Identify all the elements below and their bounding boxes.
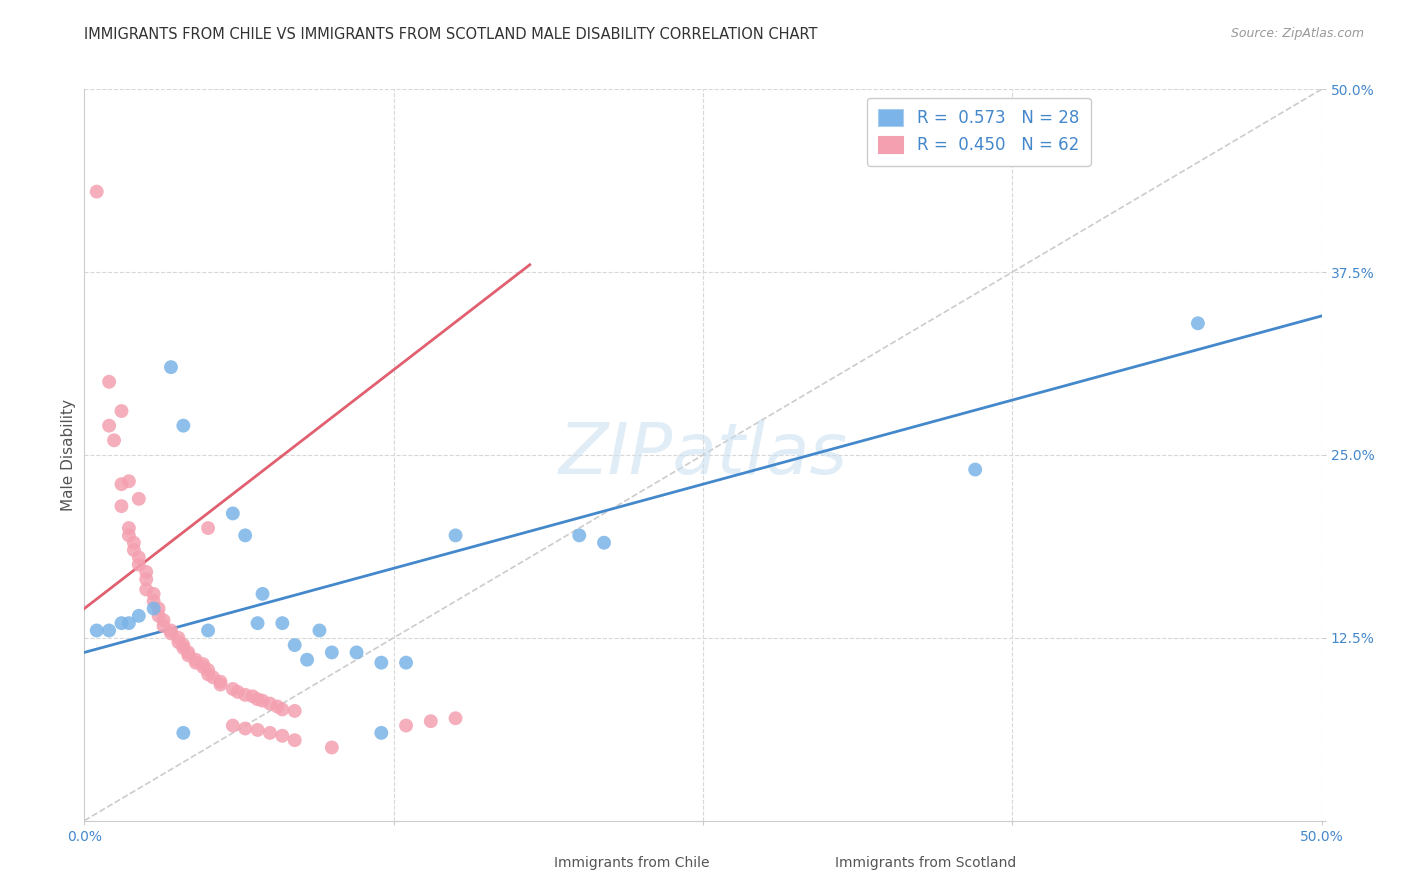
Point [202,670,225,684]
Point [148,601,170,615]
Point [197,521,219,535]
Point [184,656,207,670]
Point [419,714,441,728]
Y-axis label: Male Disability: Male Disability [60,399,76,511]
Point [222,681,245,696]
Point [172,726,194,740]
Point [142,594,165,608]
Point [152,613,174,627]
Point [370,656,392,670]
Point [197,624,219,638]
Point [242,690,264,704]
Point [395,656,418,670]
Point [110,477,132,491]
Point [160,360,183,375]
Text: IMMIGRANTS FROM CHILE VS IMMIGRANTS FROM SCOTLAND MALE DISABILITY CORRELATION CH: IMMIGRANTS FROM CHILE VS IMMIGRANTS FROM… [84,27,818,42]
Point [98,375,121,389]
Point [209,674,232,689]
Point [284,638,307,652]
Point [593,535,616,549]
Point [152,619,174,633]
Point [177,648,200,663]
Point [197,667,219,681]
Point [172,640,194,655]
Point [444,528,467,542]
Point [252,694,274,708]
Point [184,653,207,667]
Point [209,677,232,691]
Legend: R =  0.573   N = 28, R =  0.450   N = 62: R = 0.573 N = 28, R = 0.450 N = 62 [866,97,1091,166]
Point [167,635,190,649]
Point [135,572,157,586]
Point [233,528,256,542]
Point [86,185,108,199]
Point [222,718,245,732]
Point [118,521,141,535]
Point [284,704,307,718]
Point [128,558,150,572]
Point [128,491,150,506]
Point [177,645,200,659]
Point [110,616,132,631]
Point [135,582,157,597]
Text: Source: ZipAtlas.com: Source: ZipAtlas.com [1230,27,1364,40]
Point [233,688,256,702]
Point [284,733,307,747]
Point [308,624,330,638]
Point [142,601,165,615]
Point [160,624,183,638]
Point [86,624,108,638]
Point [103,434,125,448]
Point [160,626,183,640]
Point [321,645,343,659]
Point [122,543,145,558]
Point [98,418,121,433]
Point [271,616,294,631]
Point [191,657,214,672]
Point [148,608,170,623]
Point [142,587,165,601]
Point [246,692,269,706]
Point [395,718,418,732]
Point [226,685,249,699]
Point [444,711,467,725]
Point [271,702,294,716]
Text: ZIPatlas: ZIPatlas [558,420,848,490]
Point [172,638,194,652]
Point [98,624,121,638]
Point [346,645,368,659]
Point [1187,316,1209,330]
Point [118,475,141,489]
Point [191,660,214,674]
Point [122,535,145,549]
Point [128,608,150,623]
Point [271,729,294,743]
Point [135,565,157,579]
Point [197,663,219,677]
Point [965,462,987,476]
Point [266,699,288,714]
Point [222,507,245,521]
Point [172,418,194,433]
Point [128,550,150,565]
Point [321,740,343,755]
Point [118,616,141,631]
Point [110,499,132,513]
Point [259,726,281,740]
Point [246,616,269,631]
Point [246,723,269,737]
Point [568,528,591,542]
Point [370,726,392,740]
Point [233,722,256,736]
Point [295,653,318,667]
Point [252,587,274,601]
Point [167,631,190,645]
Text: Immigrants from Chile: Immigrants from Chile [554,856,710,871]
Point [259,697,281,711]
Point [110,404,132,418]
Point [118,528,141,542]
Text: Immigrants from Scotland: Immigrants from Scotland [835,856,1017,871]
